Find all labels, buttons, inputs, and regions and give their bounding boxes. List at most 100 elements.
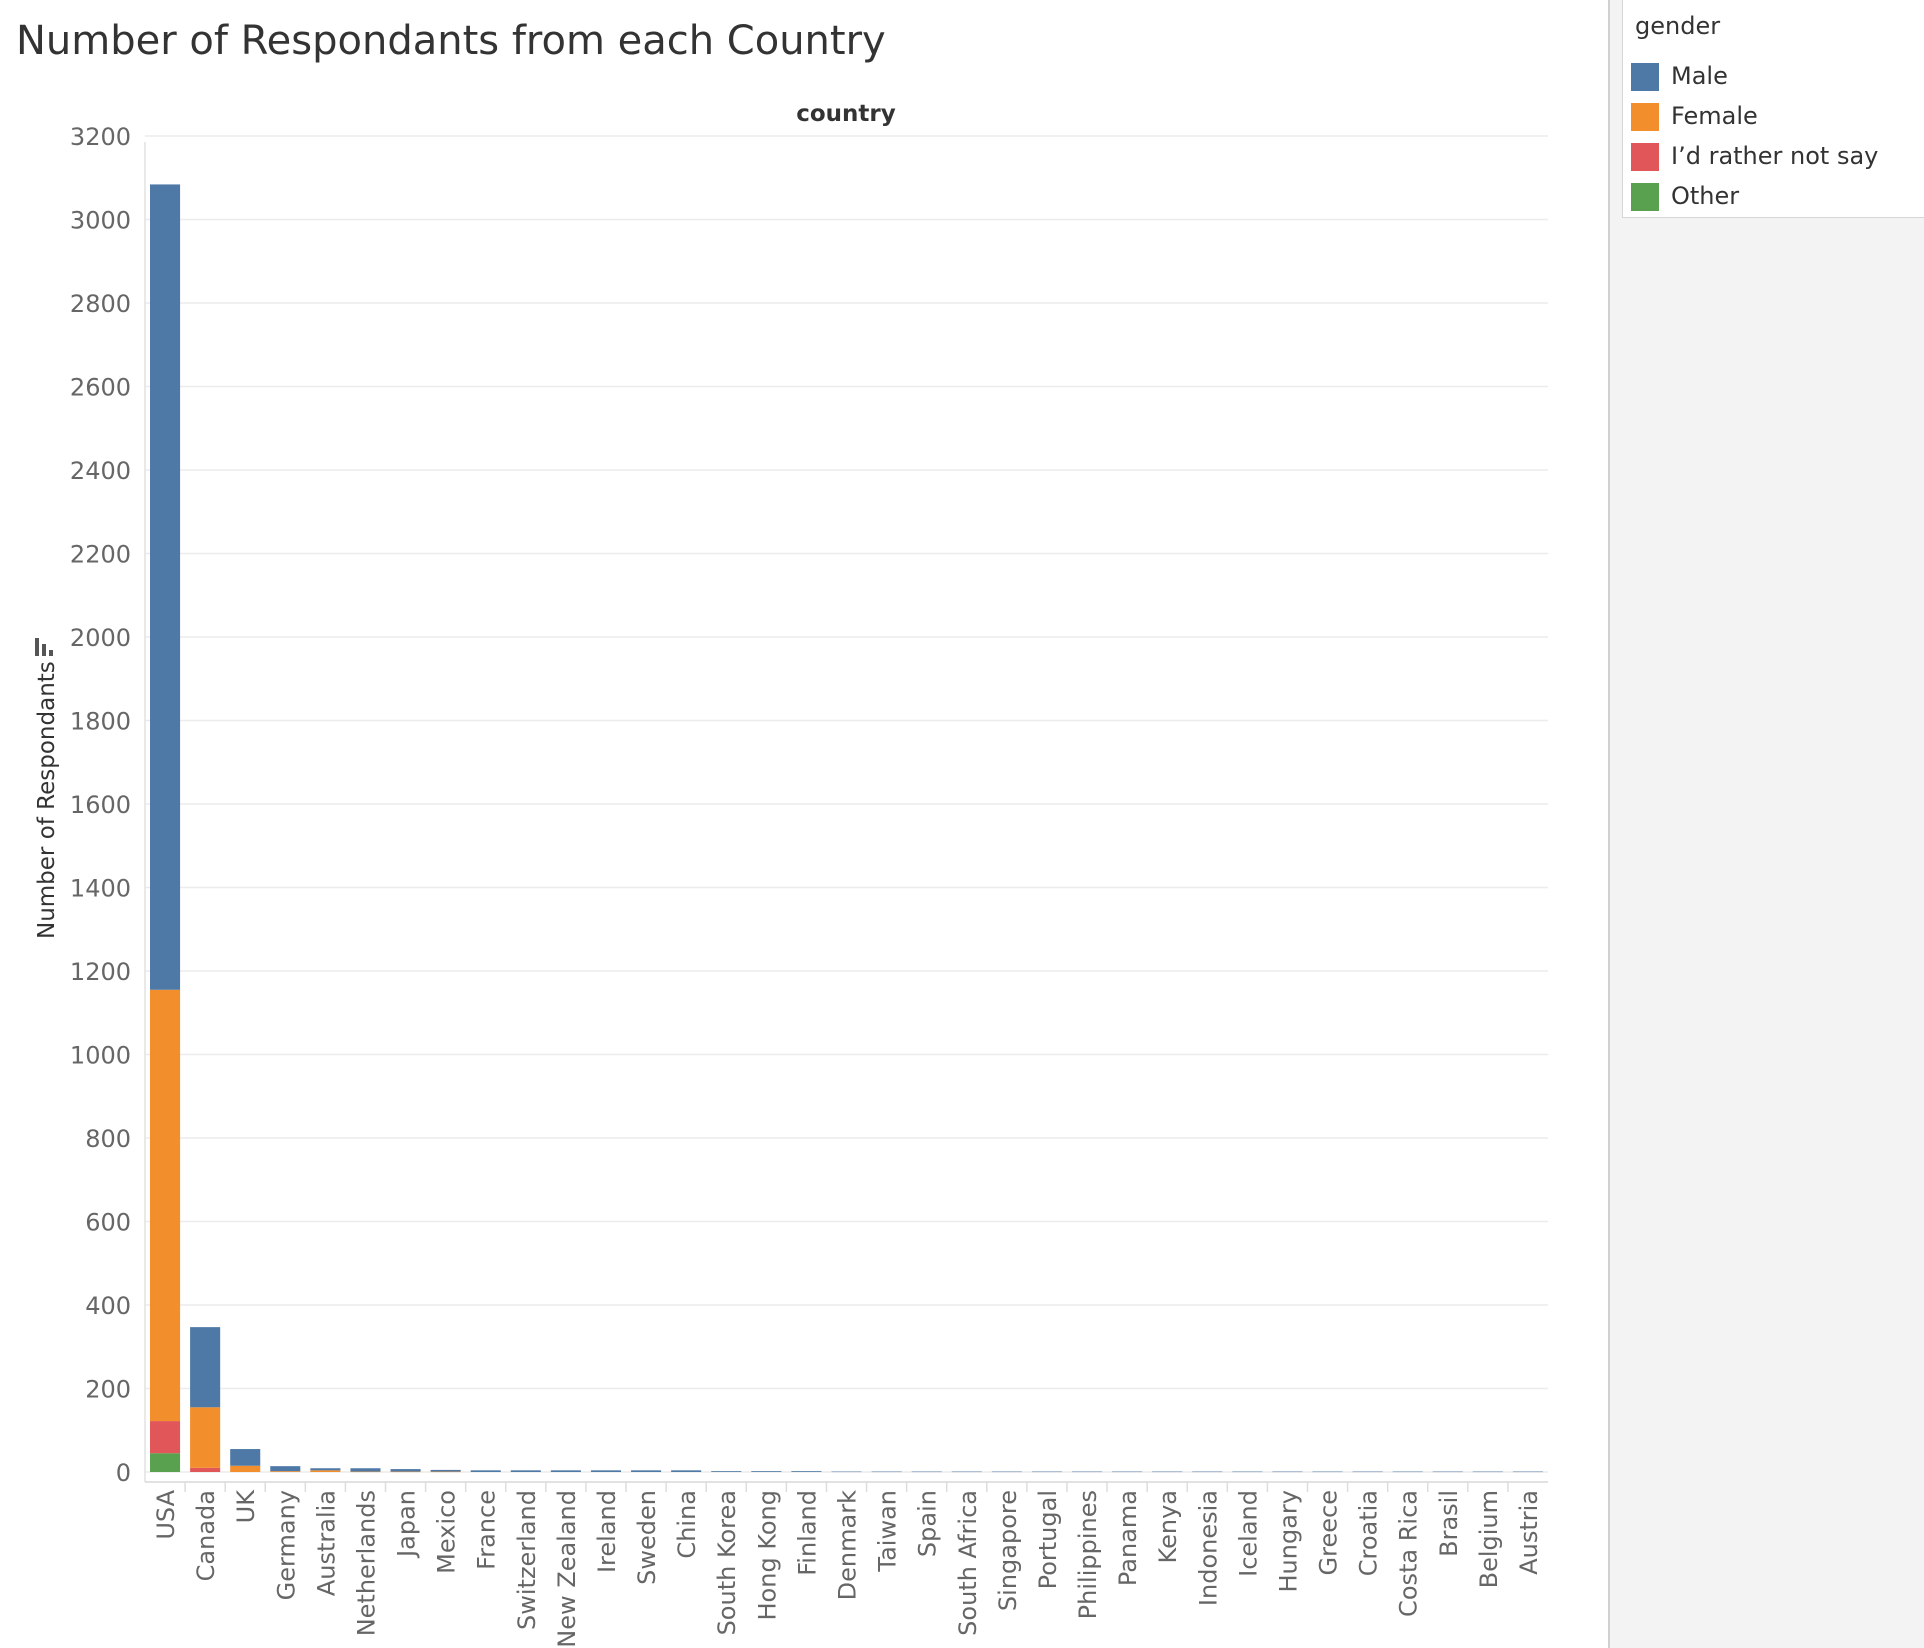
- bar-segment[interactable]: [751, 1471, 782, 1472]
- bar-segment[interactable]: [470, 1470, 501, 1472]
- bar-segment[interactable]: [1071, 1471, 1103, 1473]
- x-tick-label: Spain: [914, 1490, 942, 1557]
- x-tick-label: Mexico: [433, 1490, 461, 1574]
- legend-item-male[interactable]: Male: [1631, 62, 1921, 92]
- x-tick-label: UK: [232, 1489, 260, 1524]
- bar-segment[interactable]: [190, 1327, 221, 1408]
- bar-segment[interactable]: [430, 1471, 461, 1473]
- y-tick-label: 1400: [70, 875, 131, 903]
- y-tick-label: 3200: [70, 123, 131, 151]
- bar-segment[interactable]: [871, 1471, 902, 1473]
- y-axis-title: Number of Respondants: [34, 661, 60, 939]
- x-tick-label: Switzerland: [513, 1490, 541, 1630]
- legend-label-male: Male: [1671, 62, 1728, 90]
- bar-segment[interactable]: [190, 1467, 221, 1472]
- bar-segment[interactable]: [1192, 1471, 1223, 1473]
- legend-item-rather-not-say[interactable]: I’d rather not say: [1631, 142, 1921, 172]
- x-tick-label: Hungary: [1274, 1490, 1302, 1592]
- bar-segment[interactable]: [991, 1471, 1022, 1473]
- bar-segment[interactable]: [150, 989, 181, 1422]
- bar-segment[interactable]: [1031, 1471, 1062, 1473]
- y-tick-label: 2400: [70, 457, 131, 485]
- bar-segment[interactable]: [150, 1453, 181, 1472]
- chart-area: 0 200 400 600 800 1000 1200 1400 1600 1800 2000 220…: [34, 101, 1548, 1648]
- x-tick-label: Indonesia: [1194, 1490, 1222, 1606]
- y-tick-label: 200: [85, 1376, 131, 1404]
- bar-segment[interactable]: [791, 1471, 822, 1472]
- x-tick-labels: USA Canada UK Germany Australia Netherlands Ja…: [152, 1489, 1543, 1648]
- bar-segment[interactable]: [150, 1421, 181, 1454]
- bar-segment[interactable]: [911, 1471, 942, 1473]
- bar-segment[interactable]: [230, 1465, 261, 1472]
- y-tick-label: 1000: [70, 1042, 131, 1070]
- legend-item-female[interactable]: Female: [1631, 102, 1921, 132]
- legend: gender Male Female I’d rather not say Ot…: [1622, 0, 1924, 218]
- y-tick-label: 3000: [70, 207, 131, 235]
- x-tick-label: USA: [152, 1489, 180, 1539]
- bar-segment[interactable]: [1152, 1471, 1183, 1473]
- bar-segment[interactable]: [270, 1471, 301, 1472]
- bar-segment[interactable]: [631, 1470, 662, 1472]
- bar-segment[interactable]: [1232, 1471, 1263, 1473]
- y-tick-label: 2200: [70, 541, 131, 569]
- bar-segment[interactable]: [1352, 1471, 1383, 1473]
- x-tick-label: Germany: [272, 1490, 300, 1600]
- x-axis-title: country: [796, 101, 896, 127]
- bar-segment[interactable]: [1472, 1471, 1503, 1473]
- bar-segment[interactable]: [590, 1470, 622, 1472]
- bar-segment[interactable]: [270, 1466, 301, 1472]
- bar-segment[interactable]: [1512, 1471, 1543, 1473]
- bar-segment[interactable]: [390, 1469, 421, 1472]
- bar-segment[interactable]: [1312, 1471, 1343, 1473]
- bar-segment[interactable]: [711, 1471, 742, 1472]
- bars: [150, 184, 1543, 1473]
- y-tick-label: 600: [85, 1209, 131, 1237]
- sort-descending-icon[interactable]: [35, 638, 53, 656]
- y-tick-label: 2000: [70, 624, 131, 652]
- x-tick-label: South Korea: [713, 1490, 741, 1635]
- x-tick-label: Panama: [1114, 1490, 1142, 1586]
- bar-segment[interactable]: [550, 1470, 581, 1472]
- legend-swatch-other: [1631, 183, 1659, 211]
- x-tick-label: South Africa: [954, 1490, 982, 1636]
- x-tick-label: Taiwan: [874, 1490, 902, 1573]
- grid-lines: [144, 135, 1548, 1492]
- bar-segment[interactable]: [671, 1470, 702, 1472]
- y-tick-labels: 0 200 400 600 800 1000 1200 1400 1600 1800 2000 220…: [70, 123, 131, 1487]
- x-tick-label: Finland: [793, 1490, 821, 1576]
- bar-segment[interactable]: [1392, 1471, 1423, 1473]
- bar-segment[interactable]: [831, 1471, 862, 1473]
- y-tick-label: 2600: [70, 374, 131, 402]
- bar-segment[interactable]: [350, 1468, 381, 1472]
- x-tick-label: Netherlands: [352, 1490, 380, 1636]
- x-tick-label: China: [673, 1490, 701, 1559]
- bar-segment[interactable]: [350, 1471, 381, 1473]
- bar-segment[interactable]: [1272, 1471, 1303, 1473]
- legend-label-rather-not-say: I’d rather not say: [1671, 142, 1879, 170]
- chart-title: Number of Respondants from each Country: [16, 18, 886, 64]
- legend-title: gender: [1635, 12, 1721, 40]
- y-tick-label: 1200: [70, 958, 131, 986]
- bar-segment[interactable]: [310, 1470, 341, 1472]
- y-tick-label: 0: [116, 1459, 131, 1487]
- bar-segment[interactable]: [951, 1471, 982, 1473]
- bar-segment[interactable]: [1112, 1471, 1143, 1473]
- bar-segment[interactable]: [310, 1468, 341, 1471]
- bar-segment[interactable]: [190, 1407, 221, 1468]
- x-tick-label: Belgium: [1475, 1490, 1503, 1588]
- legend-item-other[interactable]: Other: [1631, 182, 1921, 212]
- bar-segment[interactable]: [230, 1449, 261, 1466]
- x-tick-label: Hong Kong: [753, 1490, 781, 1620]
- y-tick-label: 1600: [70, 791, 131, 819]
- x-tick-label: France: [473, 1490, 501, 1570]
- bar-segment[interactable]: [430, 1469, 461, 1472]
- x-tick-label: Ireland: [593, 1490, 621, 1573]
- bar-segment[interactable]: [390, 1471, 421, 1473]
- x-tick-label: Australia: [312, 1490, 340, 1596]
- y-tick-label: 2800: [70, 290, 131, 318]
- bar-segment[interactable]: [150, 184, 181, 990]
- bar-segment[interactable]: [1432, 1471, 1463, 1473]
- x-tick-label: Austria: [1515, 1490, 1543, 1575]
- bar-segment[interactable]: [510, 1470, 541, 1472]
- x-tick-label: New Zealand: [553, 1490, 581, 1648]
